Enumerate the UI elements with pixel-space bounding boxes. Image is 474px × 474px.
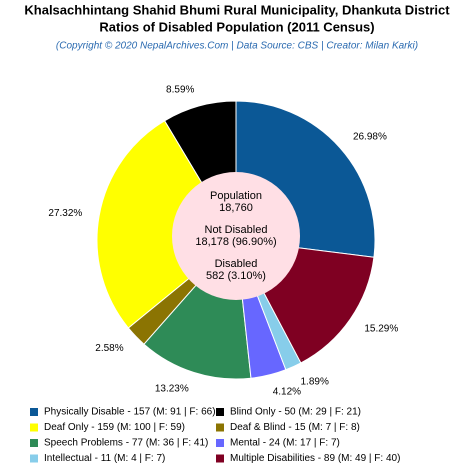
legend-label: Deaf & Blind - 15 (M: 7 | F: 8): [230, 422, 360, 433]
slice-label: 27.32%: [48, 208, 82, 219]
legend-label: Blind Only - 50 (M: 29 | F: 21): [230, 407, 361, 418]
slice-label: 2.58%: [95, 343, 123, 354]
legend-swatch: [30, 439, 38, 447]
legend-swatch: [216, 423, 224, 432]
center-text: Population: [210, 190, 262, 202]
slice-label: 1.89%: [301, 377, 329, 388]
slice-label: 8.59%: [166, 84, 194, 95]
slice-label: 26.98%: [353, 131, 387, 142]
legend-swatch: [30, 423, 38, 432]
slice-label: 4.12%: [273, 386, 301, 397]
legend-label: Multiple Disabilities - 89 (M: 49 | F: 4…: [230, 453, 400, 464]
legend-label: Speech Problems - 77 (M: 36 | F: 41): [44, 438, 208, 449]
center-text: 18,178 (96.90%): [195, 236, 276, 248]
slice-label: 15.29%: [364, 323, 398, 334]
center-text: Disabled: [215, 258, 258, 270]
legend-swatch: [216, 408, 224, 416]
pie-slice: [96, 120, 237, 329]
legend-label: Deaf Only - 159 (M: 100 | F: 59): [44, 422, 185, 433]
caption: (Copyright © 2020 NepalArchives.Com | Da…: [56, 41, 418, 52]
center-text: Not Disabled: [205, 224, 268, 236]
legend-label: Physically Disable - 157 (M: 91 | F: 66): [44, 407, 216, 418]
chart-title: Khalsachhintang Shahid Bhumi Rural Munic…: [24, 2, 450, 17]
center-circle: [172, 172, 300, 300]
legend-swatch: [30, 408, 38, 416]
legend-swatch: [216, 454, 224, 463]
legend-swatch: [30, 454, 38, 463]
center-text: 18,760: [219, 202, 253, 214]
center-text: 582 (3.10%): [206, 270, 266, 282]
legend-label: Intellectual - 11 (M: 4 | F: 7): [44, 453, 165, 464]
legend-swatch: [216, 439, 224, 447]
chart-subtitle: Ratios of Disabled Population (2011 Cens…: [99, 19, 374, 34]
legend-label: Mental - 24 (M: 17 | F: 7): [230, 438, 340, 449]
slice-label: 13.23%: [155, 383, 189, 394]
